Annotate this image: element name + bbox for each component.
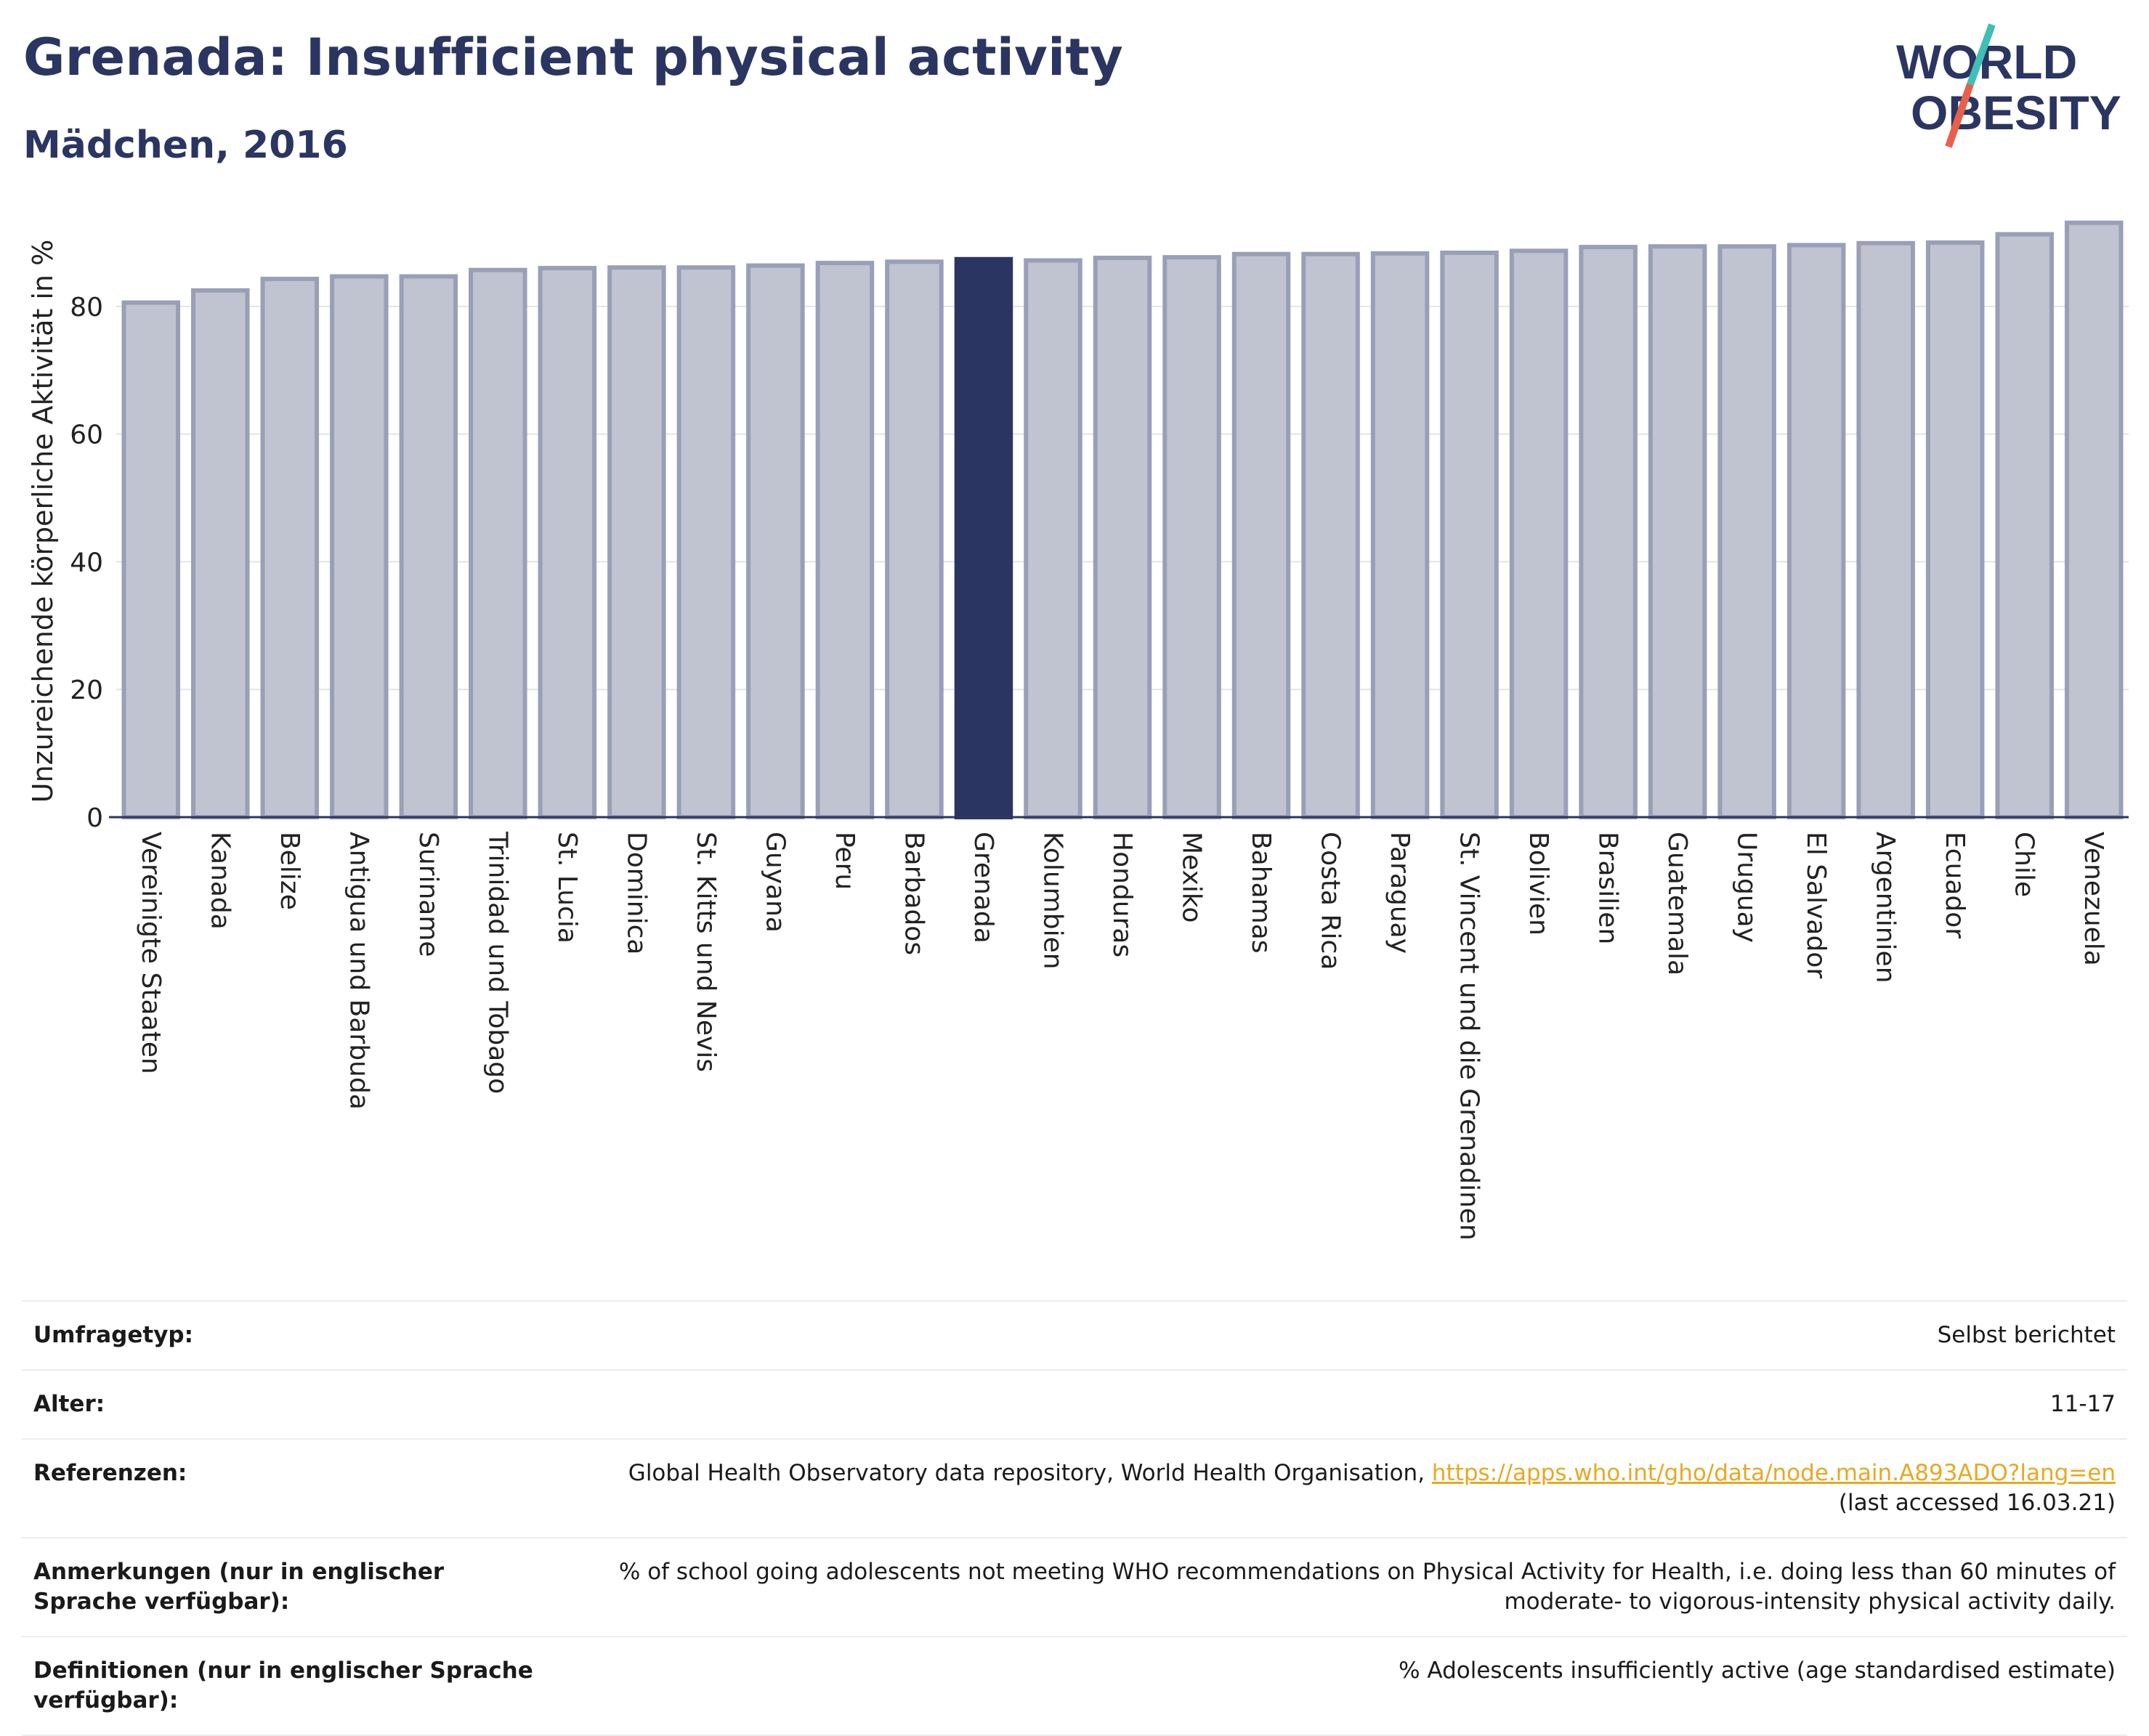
- meta-row-age: Alter: 11-17: [22, 1369, 2127, 1438]
- bar: [1786, 243, 1846, 820]
- x-tick-label: Barbados: [899, 832, 928, 955]
- x-tick-label: Mexiko: [1177, 832, 1207, 922]
- x-tick-label: Suriname: [413, 832, 443, 957]
- x-tick-label: Guatemala: [1662, 832, 1692, 976]
- age-value: 11-17: [2049, 1391, 2116, 1417]
- meta-row-survey: Umfragetyp: Selbst berichtet: [22, 1300, 2127, 1369]
- page-title: Grenada: Insufficient physical activity: [23, 28, 1124, 87]
- bar: [538, 266, 597, 819]
- x-tick-label: St. Kitts und Nevis: [691, 832, 721, 1072]
- bar: [1509, 248, 1569, 820]
- x-tick-label: Vereinigte Staaten: [136, 832, 166, 1074]
- y-tick-label: 0: [86, 803, 103, 833]
- x-tick-label: Antigua und Barbuda: [344, 832, 373, 1110]
- x-tick-label: Kanada: [205, 832, 235, 930]
- notes-label: Anmerkungen (nur in englischer Sprache v…: [33, 1559, 445, 1615]
- definitions-value: % Adolescents insufficiently active (age…: [1399, 1658, 2116, 1684]
- y-tick-label: 80: [70, 293, 103, 323]
- bar: [607, 265, 666, 819]
- bar: [260, 277, 320, 820]
- meta-row-references: Referenzen: Global Health Observatory da…: [22, 1438, 2127, 1537]
- bar: [1856, 240, 1915, 820]
- logo-slash-coral: [1945, 83, 1974, 148]
- references-value: Global Health Observatory data repositor…: [554, 1459, 2116, 1518]
- bar: [676, 265, 736, 819]
- x-tick-label: Dominica: [621, 832, 651, 955]
- bar: [1162, 255, 1221, 820]
- logo-slash-teal: [1967, 23, 1996, 86]
- logo-word-obesity: OBESITY: [1911, 86, 2121, 139]
- bar: [1370, 251, 1430, 820]
- bar: [885, 259, 944, 819]
- bar: [1093, 256, 1152, 819]
- references-accessed: (last accessed 16.03.21): [1838, 1490, 2116, 1516]
- x-tick-label: Trinidad und Tobago: [482, 831, 512, 1094]
- metadata-table: Umfragetyp: Selbst berichtet Alter: 11-1…: [22, 1300, 2127, 1736]
- x-tick-label: Chile: [2010, 832, 2039, 897]
- x-tick-label: Honduras: [1107, 832, 1137, 957]
- x-axis-labels: Vereinigte Staaten Kanada Belize Antigua un…: [136, 831, 2108, 1241]
- x-tick-label: Argentinien: [1871, 832, 1901, 983]
- x-tick-label: St. Lucia: [552, 832, 582, 944]
- x-tick-label: Bahamas: [1246, 832, 1276, 954]
- y-tick-label: 20: [70, 676, 103, 705]
- bar-chart: 0 20 40 60 80 Vereinigte Staaten Kanada Belize…: [27, 220, 2129, 1241]
- survey-type-value: Selbst berichtet: [1937, 1322, 2116, 1348]
- bar: [1301, 251, 1360, 819]
- page-subtitle: Mädchen, 2016: [23, 123, 348, 167]
- x-tick-label: Grenada: [968, 832, 998, 944]
- x-tick-label: Costa Rica: [1316, 832, 1345, 970]
- x-tick-label: Belize: [275, 832, 304, 910]
- y-axis-ticks: 0 20 40 60 80: [70, 293, 103, 833]
- references-text: Global Health Observatory data repositor…: [628, 1460, 1432, 1486]
- bar: [399, 274, 458, 820]
- bar: [191, 288, 250, 820]
- bar: [1440, 251, 1499, 820]
- x-tick-label: Uruguay: [1732, 832, 1762, 943]
- bar: [1717, 244, 1776, 819]
- bar: [1024, 258, 1082, 819]
- bar: [2064, 220, 2124, 819]
- bar: [746, 263, 805, 819]
- references-label: Referenzen:: [33, 1460, 187, 1486]
- x-tick-label: Brasilien: [1593, 832, 1623, 944]
- bars: [121, 220, 2124, 820]
- meta-row-notes: Anmerkungen (nur in englischer Sprache v…: [22, 1537, 2127, 1636]
- x-tick-label: Guyana: [760, 832, 790, 933]
- x-tick-label: Ecuador: [1940, 832, 1970, 938]
- y-tick-label: 60: [70, 421, 103, 450]
- x-tick-label: Venezuela: [2079, 832, 2108, 966]
- bar: [469, 267, 527, 819]
- x-tick-label: Peru: [830, 832, 859, 890]
- bar: [1925, 240, 1985, 819]
- x-tick-label: El Salvador: [1801, 832, 1831, 978]
- bar: [1648, 244, 1707, 819]
- bar: [1231, 251, 1291, 819]
- bar: [1579, 245, 1638, 820]
- bar: [121, 300, 181, 819]
- x-tick-label: St. Vincent und die Grenadinen: [1454, 832, 1484, 1241]
- survey-type-label: Umfragetyp:: [33, 1322, 193, 1348]
- y-axis-title: Unzureichende körperliche Aktivität in %: [27, 240, 59, 803]
- age-label: Alter:: [33, 1391, 105, 1417]
- x-tick-label: Paraguay: [1385, 832, 1415, 954]
- bar-highlight: [954, 256, 1013, 820]
- bar: [815, 261, 875, 820]
- notes-value: % of school going adolescents not meetin…: [618, 1559, 2116, 1615]
- references-link[interactable]: https://apps.who.int/gho/data/node.main.…: [1431, 1460, 2116, 1486]
- bar: [1995, 232, 2054, 819]
- x-tick-label: Kolumbien: [1037, 832, 1067, 970]
- bar: [330, 274, 389, 820]
- meta-row-definitions: Definitionen (nur in englischer Sprache …: [22, 1636, 2127, 1736]
- y-tick-label: 40: [70, 548, 103, 577]
- world-obesity-logo: WORLD OBESITY: [1896, 23, 2121, 148]
- definitions-label: Definitionen (nur in englischer Sprache …: [33, 1658, 533, 1713]
- x-tick-label: Bolivien: [1523, 832, 1553, 936]
